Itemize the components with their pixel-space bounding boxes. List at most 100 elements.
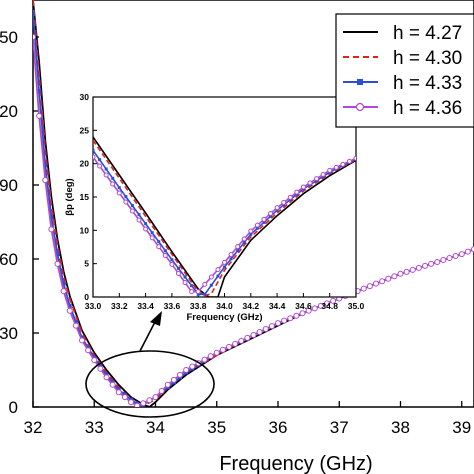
data-point [229,257,233,261]
zoom-arrow [139,319,157,352]
data-point [248,228,254,234]
data-point [97,163,103,169]
zoom-callout [85,311,215,418]
data-point [146,397,153,404]
data-point [183,367,190,373]
data-point [452,253,459,260]
data-point [215,267,221,273]
data-point [36,112,43,119]
data-point [216,274,220,278]
data-point [299,310,306,317]
data-point [91,357,98,364]
inset-x-tick-label: 33.8 [190,301,207,311]
inset-chart: 33.0 33.2 33.4 33.6 33.8 34.0 34.2 34.4 34.6 34.8… [64,92,365,323]
data-point [55,252,60,257]
inset-y-tick-label: 25 [80,125,90,135]
data-point [93,148,95,152]
data-point [140,400,147,407]
data-point [202,281,208,287]
data-point [157,240,161,244]
inset-y-tick-label: 20 [80,159,90,169]
data-point [61,281,66,286]
data-point [37,89,42,94]
inset-y-tick-label: 15 [80,192,90,202]
data-point [222,259,227,265]
inset-series-line [93,136,356,297]
data-point [330,297,337,304]
legend-entry: h = 4.36 [343,98,462,119]
plot-frame [32,0,474,408]
inset-x-tick-label: 33.0 [85,301,102,311]
data-point [49,215,54,220]
data-point [163,249,167,253]
data-point [72,322,79,329]
data-point [385,275,392,282]
data-point [307,180,313,186]
data-point [244,334,251,341]
inset-y-tick-label: 5 [84,259,89,269]
data-point [170,258,174,262]
data-point [287,315,294,322]
legend: h = 4.27 h = 4.30 h = 4.33 h = 4.36 [335,13,474,128]
inset-x-tick-label: 34.0 [216,301,233,311]
data-point [235,244,241,250]
inset-series-h-4-36 [93,154,356,295]
data-point [397,270,404,277]
inset-series-line [93,139,356,297]
inset-x-tick-label: 34.4 [269,301,286,311]
x-tick-label: 34 [146,418,165,437]
x-tick-label: 35 [207,418,226,437]
data-point [103,172,109,178]
legend-marker [357,79,363,85]
data-point [287,194,293,200]
data-point [300,184,306,190]
data-point [346,158,352,164]
data-point [158,387,165,394]
data-point [415,264,422,271]
data-point [228,252,234,257]
data-point [162,253,168,258]
data-point [236,249,240,253]
data-point [176,266,180,270]
data-point [213,349,220,356]
data-point [97,365,104,372]
data-point [109,381,116,388]
data-point [164,381,171,388]
data-point [149,235,155,241]
data-point [208,274,214,280]
legend-entry: h = 4.30 [343,48,462,69]
data-point [85,347,92,354]
data-point [403,268,410,275]
data-point [123,199,129,205]
data-point [275,208,279,212]
inset-x-tick-label: 35.0 [348,301,365,311]
inset-y-axis-label: βp (deg) [64,178,75,215]
data-point [261,216,267,222]
data-point [144,222,148,226]
data-point [43,163,48,168]
data-point [129,208,135,214]
data-point [255,226,259,230]
inset-x-axis-label: Frequency (GHz) [186,312,262,323]
x-tick-label: 33 [85,418,104,437]
data-point [177,371,183,378]
data-point [333,164,339,170]
data-point [471,246,474,253]
legend-label: h = 4.27 [393,23,462,44]
data-point [250,331,257,338]
data-point [232,340,239,347]
inset-y-tick-label: 30 [80,92,90,102]
data-point [121,394,128,401]
data-point [98,158,102,162]
data-point [33,10,35,15]
data-point [391,273,398,280]
data-point [48,226,55,233]
legend-label: h = 4.36 [393,98,462,119]
data-point [317,302,324,309]
data-point [196,292,200,296]
data-point [293,312,300,319]
data-point [262,220,266,224]
data-point [320,172,326,177]
data-point [305,307,312,314]
